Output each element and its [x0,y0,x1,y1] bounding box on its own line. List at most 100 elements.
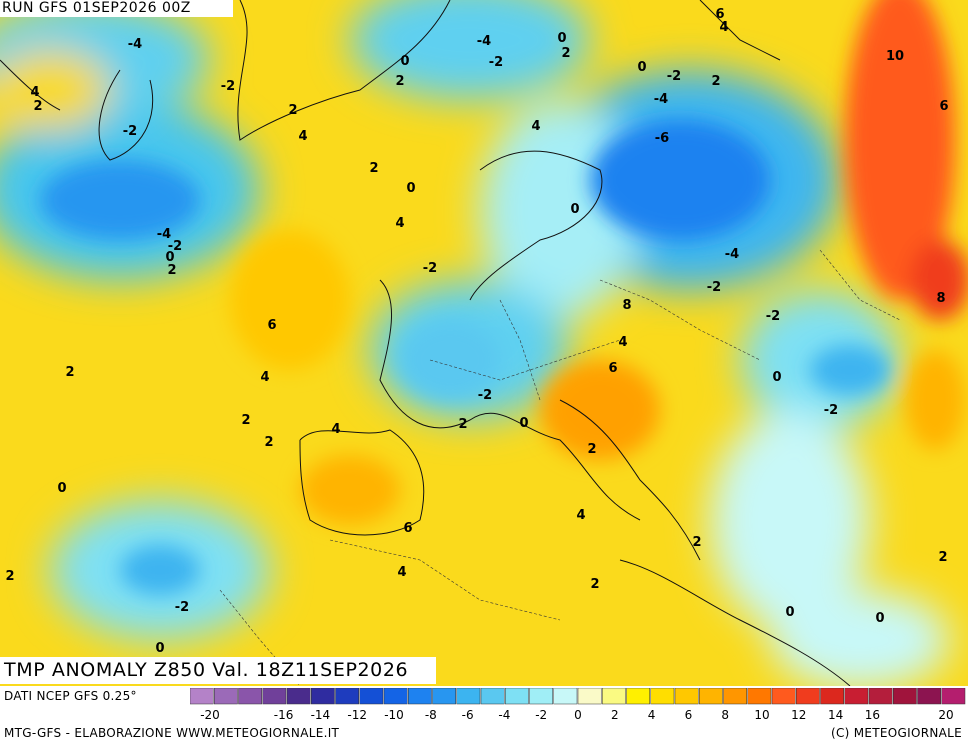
scale-swatch [190,688,214,705]
scale-swatch [699,688,723,705]
contour-label: -4 [128,37,142,52]
contour-label: 0 [400,54,409,69]
contour-label: 2 [587,442,596,457]
contour-label: 2 [692,535,701,550]
contour-label: 4 [618,335,627,350]
scale-swatch [747,688,772,705]
scale-tick-label: -4 [498,708,510,722]
contour-label: -2 [489,55,503,70]
contour-label: 0 [637,60,646,75]
map-title: TMP ANOMALY Z850 Val. 18Z11SEP2026 [0,657,436,684]
contour-label: 0 [155,641,164,656]
contour-label: 4 [576,508,585,523]
contour-label: 2 [33,99,42,114]
contour-label: 2 [590,577,599,592]
contour-label: -4 [725,247,739,262]
contour-label: 6 [715,7,724,22]
scale-tick-label: 14 [828,708,843,722]
scale-swatch [602,688,626,705]
scale-swatch [529,688,553,705]
scale-swatch [941,688,966,705]
contour-label: 0 [519,416,528,431]
contour-label: -2 [707,280,721,295]
contour-label: -2 [478,388,492,403]
contour-label: 0 [785,605,794,620]
scale-swatch [796,688,820,705]
scale-tick-label: 20 [938,708,953,722]
color-scale-legend: -20 -16 -14 -12 -10 -8 -6 -4 -2 0 2 4 6 8 10 12 14 16 20 [190,688,966,722]
contour-label: -6 [655,131,669,146]
scale-tick-label: 4 [648,708,656,722]
contour-label: -4 [477,34,491,49]
scale-swatch [868,688,893,705]
scale-swatch [335,688,359,705]
contour-label: 2 [938,550,947,565]
run-label: RUN GFS 01SEP2026 00Z [0,0,233,17]
scale-swatch [577,688,602,705]
contour-label: 2 [5,569,14,584]
contour-label: 2 [288,103,297,118]
credit-right: (C) METEOGIORNALE [830,726,962,740]
contour-label: 4 [331,422,340,437]
scale-swatch [286,688,311,705]
contour-label: 0 [772,370,781,385]
contour-label: 6 [608,361,617,376]
scale-swatch [408,688,432,705]
country-borders [219,249,901,686]
scale-swatch [820,688,844,705]
scale-tick-label: 6 [685,708,693,722]
contour-label: 4 [719,20,728,35]
scale-swatch [456,688,481,705]
scale-swatch [359,688,384,705]
contour-label: 2 [561,46,570,61]
contour-label: -2 [824,403,838,418]
scale-swatch [480,688,505,705]
contour-label: 0 [165,250,174,265]
contour-label: -2 [175,600,189,615]
data-source-label: DATI NCEP GFS 0.25° [4,689,137,703]
contour-label: 2 [369,161,378,176]
scale-swatch [844,688,869,705]
scale-swatch [650,688,675,705]
contour-label: 4 [30,85,39,100]
contour-label: 2 [264,435,273,450]
contour-label: 2 [167,263,176,278]
contour-label: -2 [423,261,437,276]
scale-swatch [383,688,408,705]
contour-label: 4 [531,119,540,134]
scale-tick-label: -2 [535,708,547,722]
contour-label: 8 [936,291,945,306]
scale-swatch [238,688,262,705]
contour-label: 4 [397,565,406,580]
contour-label: 10 [886,49,904,64]
coastlines [0,0,851,686]
warm-anomaly-balkans [540,360,660,460]
scale-tick-label: -8 [425,708,437,722]
contour-label: -2 [766,309,780,324]
contour-label: 2 [241,413,250,428]
scale-tick-label: 0 [574,708,582,722]
scale-swatch [893,688,917,705]
contour-label: 0 [570,202,579,217]
contour-label: 2 [711,74,720,89]
contour-label: -2 [221,79,235,94]
scale-tick-label: 12 [791,708,806,722]
credit-left: MTG-GFS - ELABORAZIONE WWW.METEOGIORNALE… [4,726,340,740]
scale-swatch [262,688,287,705]
contour-label: 8 [622,298,631,313]
contour-label: 2 [458,417,467,432]
contour-label: -2 [168,239,182,254]
scale-swatch [505,688,529,705]
contour-label: 6 [267,318,276,333]
contour-label: 6 [403,521,412,536]
scale-tick-label: -16 [274,708,294,722]
scale-swatch [432,688,456,705]
scale-tick-label: -10 [384,708,404,722]
scale-swatch [771,688,796,705]
contour-label: 0 [406,181,415,196]
scale-tick-label: 2 [611,708,619,722]
scale-tick-label: 8 [721,708,729,722]
contour-label: 4 [260,370,269,385]
contour-label: 6 [939,99,948,114]
contour-label: 2 [65,365,74,380]
